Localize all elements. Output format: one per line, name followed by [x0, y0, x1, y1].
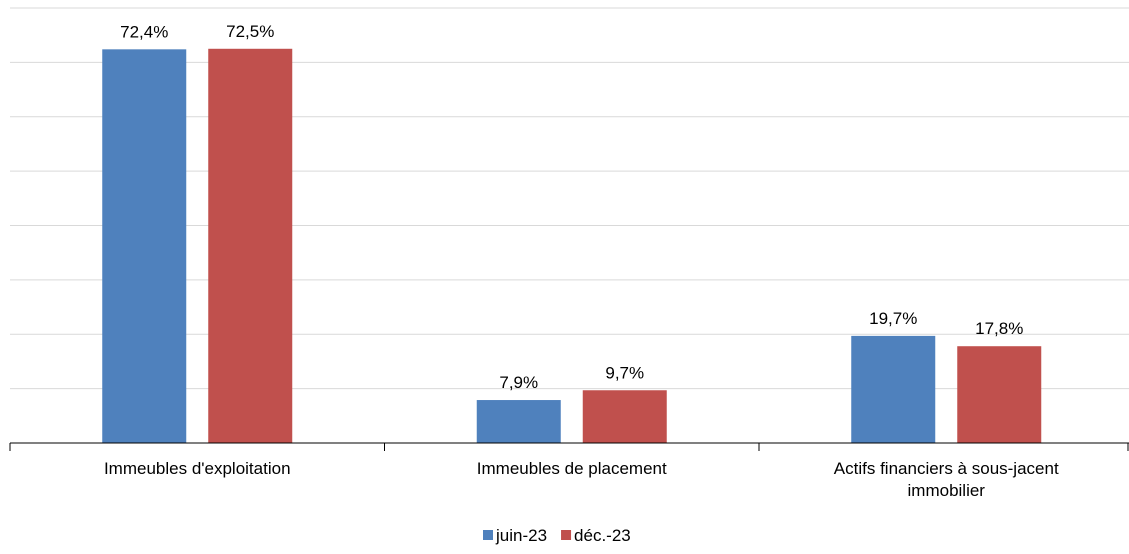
legend-label: juin-23 — [495, 526, 547, 545]
legend-swatch — [483, 530, 493, 540]
x-tick-label: Immeubles d'exploitation — [104, 459, 291, 478]
bar-juin-23-2 — [851, 335, 936, 443]
x-tick-label: Actifs financiers à sous-jacent immobilie… — [834, 459, 1059, 500]
x-axis-ticks — [9, 443, 1129, 451]
data-label: 7,9% — [499, 373, 538, 392]
data-labels: 72,4% 72,5% 7,9% 9,7% 19,7% 17,8% — [120, 22, 1023, 392]
gridlines — [10, 7, 1129, 390]
bar-d-c-23-2 — [957, 346, 1042, 443]
data-label: 19,7% — [869, 309, 917, 328]
bars — [102, 48, 1042, 443]
legend: juin-23 déc.-23 — [483, 526, 631, 545]
data-label: 9,7% — [605, 363, 644, 382]
bar-d-c-23-1 — [582, 390, 667, 443]
data-label: 17,8% — [975, 319, 1023, 338]
data-label: 72,5% — [226, 22, 274, 41]
legend-swatch — [561, 530, 572, 540]
x-axis-labels: Immeubles d'exploitation Immeubles de pla… — [104, 459, 1059, 500]
bar-juin-23-0 — [102, 49, 187, 443]
legend-label: déc.-23 — [574, 526, 631, 545]
x-tick-label: Immeubles de placement — [477, 459, 667, 478]
bar-d-c-23-0 — [208, 48, 293, 443]
bar-juin-23-1 — [476, 400, 561, 443]
data-label: 72,4% — [120, 22, 168, 41]
